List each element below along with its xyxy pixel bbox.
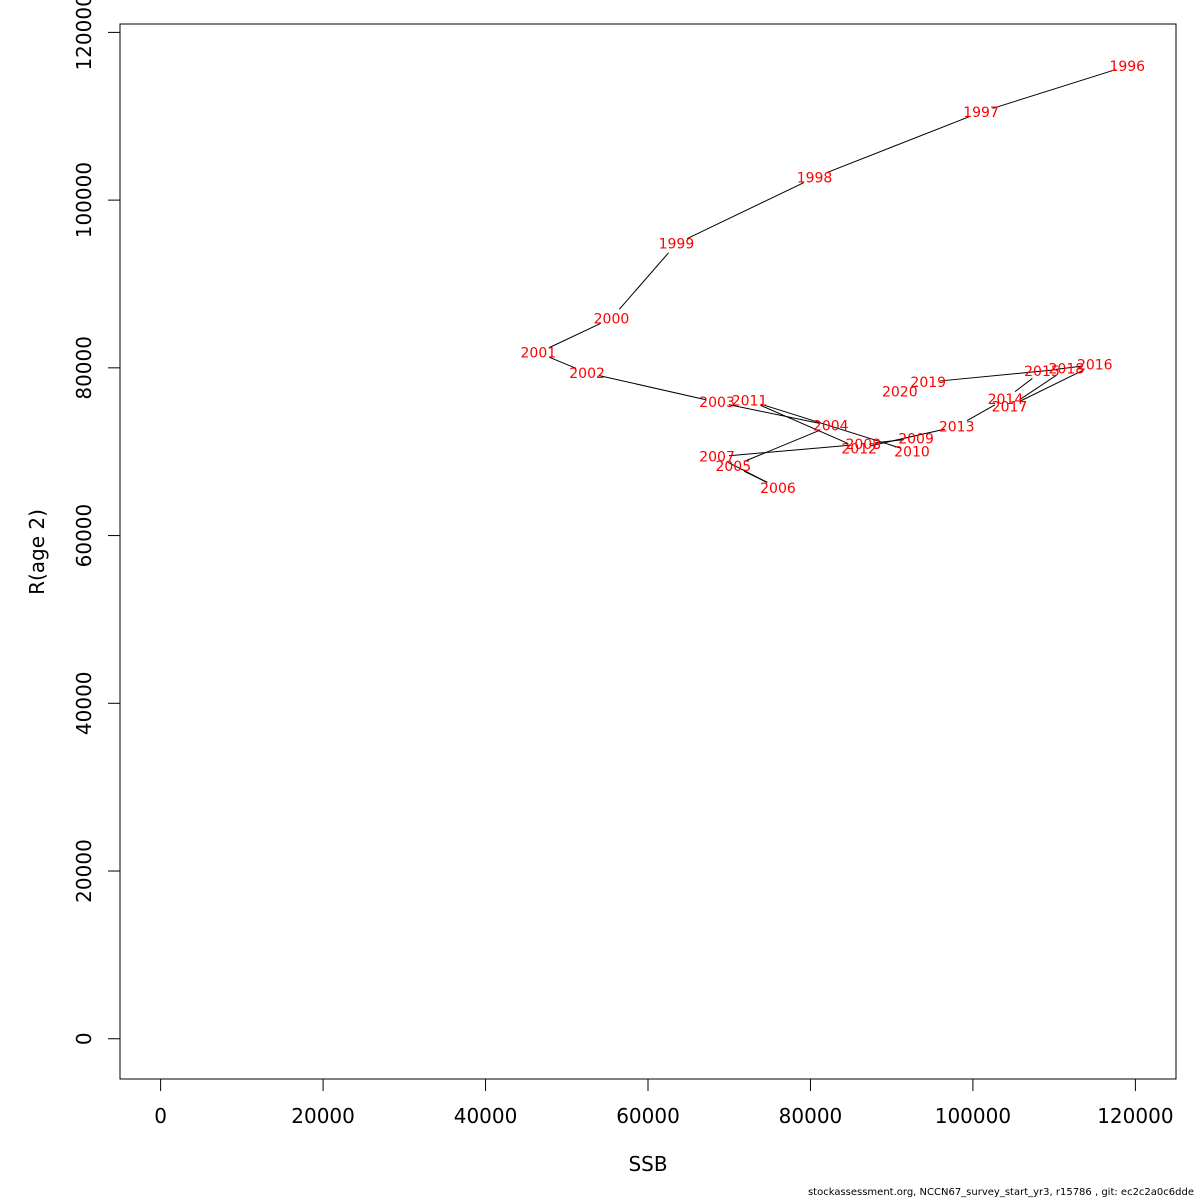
series-segment bbox=[728, 444, 852, 457]
x-tick-label: 120000 bbox=[1097, 1104, 1173, 1128]
point-label-2020: 2020 bbox=[882, 384, 918, 400]
series-segment bbox=[598, 375, 706, 401]
footer-credit: stockassessment.org, NCCN67_survey_start… bbox=[807, 1187, 1194, 1198]
point-label-2013: 2013 bbox=[939, 420, 975, 436]
stock-recruitment-series bbox=[548, 69, 1116, 483]
series-segment bbox=[1020, 369, 1085, 402]
y-axis-title: R(age 2) bbox=[25, 509, 49, 595]
series-segment bbox=[911, 385, 917, 389]
series-segment bbox=[727, 461, 768, 483]
series-segment bbox=[687, 182, 804, 239]
series-segment bbox=[966, 404, 996, 422]
y-tick-label: 100000 bbox=[72, 162, 96, 238]
year-labels: 1996 1997 1998 1999 2000 2001 2002 2003 2004 2005… bbox=[521, 59, 1146, 497]
y-tick-label: 0 bbox=[72, 1032, 96, 1045]
point-label-1998: 1998 bbox=[797, 170, 833, 186]
series-segment bbox=[760, 403, 901, 449]
series-segment bbox=[940, 369, 1055, 382]
series-segment bbox=[548, 323, 601, 349]
point-label-1996: 1996 bbox=[1109, 59, 1145, 75]
y-tick-label: 80000 bbox=[72, 336, 96, 400]
point-label-2006: 2006 bbox=[760, 481, 796, 497]
point-label-2009: 2009 bbox=[898, 431, 934, 447]
point-label-2002: 2002 bbox=[569, 366, 605, 382]
x-tick-label: 0 bbox=[154, 1104, 167, 1128]
point-label-2001: 2001 bbox=[521, 346, 557, 362]
y-tick-label: 20000 bbox=[72, 839, 96, 903]
point-label-2010: 2010 bbox=[894, 445, 930, 461]
y-tick-label: 60000 bbox=[72, 504, 96, 568]
point-label-2007: 2007 bbox=[699, 450, 735, 466]
x-tick-label: 80000 bbox=[779, 1104, 843, 1128]
series-segment bbox=[1053, 365, 1083, 371]
x-tick-label: 40000 bbox=[454, 1104, 518, 1128]
x-axis-title: SSB bbox=[628, 1152, 667, 1176]
series-segment bbox=[992, 69, 1116, 109]
point-label-2017: 2017 bbox=[992, 399, 1028, 415]
point-label-2018: 2018 bbox=[1049, 362, 1085, 378]
point-label-2015: 2015 bbox=[1024, 364, 1060, 380]
y-axis: 0 20000 40000 60000 80000 100000 120000 bbox=[72, 0, 121, 1045]
x-tick-label: 60000 bbox=[616, 1104, 680, 1128]
plot-frame bbox=[119, 23, 1177, 1080]
point-label-2005: 2005 bbox=[715, 459, 751, 475]
series-segment bbox=[825, 115, 971, 174]
series-segment bbox=[728, 404, 820, 424]
point-label-1999: 1999 bbox=[659, 237, 695, 253]
point-label-2011: 2011 bbox=[732, 394, 768, 410]
series-segment bbox=[1019, 374, 1057, 401]
point-label-2003: 2003 bbox=[699, 395, 735, 411]
x-axis: 0 20000 40000 60000 80000 100000 120000 bbox=[154, 1078, 1174, 1128]
point-label-2012: 2012 bbox=[841, 441, 877, 457]
series-segment bbox=[744, 429, 820, 462]
y-tick-label: 120000 bbox=[72, 0, 96, 71]
point-label-2008: 2008 bbox=[845, 437, 881, 453]
point-label-2014: 2014 bbox=[988, 392, 1024, 408]
point-label-1997: 1997 bbox=[963, 105, 999, 121]
x-tick-label: 100000 bbox=[935, 1104, 1011, 1128]
series-segment bbox=[870, 428, 946, 447]
point-label-2019: 2019 bbox=[910, 375, 946, 391]
series-segment bbox=[618, 252, 669, 310]
series-segment bbox=[760, 404, 849, 445]
series-segment bbox=[1014, 378, 1033, 393]
y-tick-label: 40000 bbox=[72, 671, 96, 735]
series-segment bbox=[549, 356, 577, 369]
point-label-2016: 2016 bbox=[1077, 357, 1113, 373]
x-tick-label: 20000 bbox=[291, 1104, 355, 1128]
point-label-2004: 2004 bbox=[813, 419, 849, 435]
point-label-2000: 2000 bbox=[594, 311, 630, 327]
